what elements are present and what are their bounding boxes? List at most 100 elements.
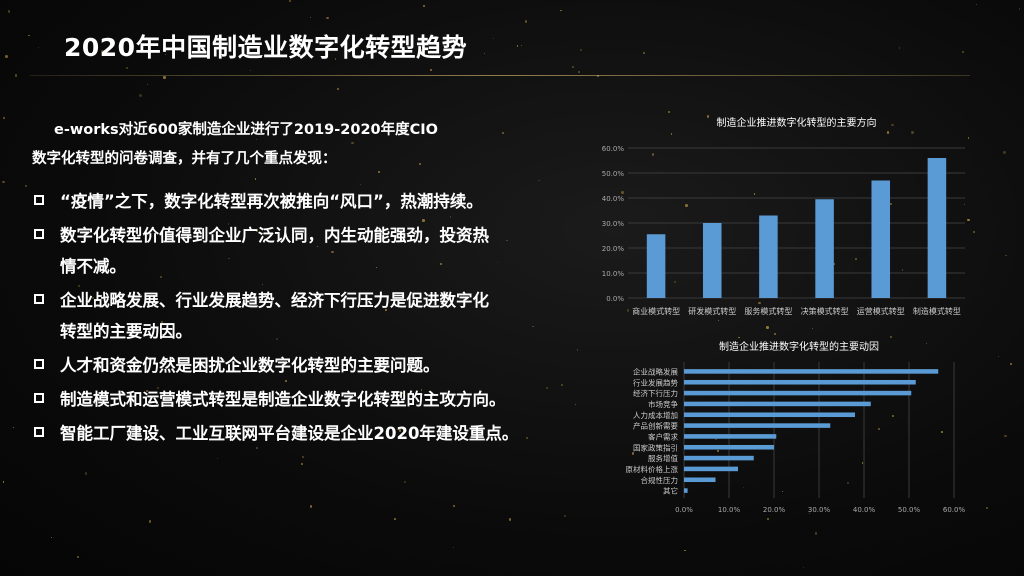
sparkle-dot <box>254 178 257 180</box>
sparkle-dot <box>901 269 904 271</box>
finding-text: 制造模式和运营模式转型是制造企业数字化转型的主攻方向。 <box>60 390 506 409</box>
sparkle-dot <box>289 0 292 2</box>
sparkle-dot <box>310 16 312 19</box>
x-tick-label: 商业模式转型 <box>632 306 680 316</box>
sparkle-dot <box>78 285 81 288</box>
sparkle-dot <box>525 436 528 439</box>
sparkle-dot <box>3 481 5 483</box>
sparkle-dot <box>38 46 40 49</box>
sparkle-dot <box>492 38 495 40</box>
sparkle-dot <box>2 116 6 119</box>
sparkle-dot <box>399 429 402 432</box>
finding-item: “疫情”之下，数字化转型再次被推向“风口”，热潮持续。 <box>32 186 592 217</box>
sparkle-dot <box>161 320 164 323</box>
sparkle-dot <box>1018 8 1021 10</box>
bar <box>684 444 774 450</box>
y-tick-label: 市场竞争 <box>648 399 678 409</box>
sparkle-dot <box>717 319 720 322</box>
sparkle-dot <box>453 546 455 548</box>
sparkle-dot <box>28 34 30 37</box>
sparkle-dot <box>986 506 989 509</box>
title-divider <box>30 75 970 76</box>
y-tick-label: 0.0% <box>606 295 624 303</box>
sparkle-dot <box>315 352 318 354</box>
sparkle-dot <box>429 68 432 71</box>
bar <box>927 158 947 298</box>
sparkle-dot <box>181 196 185 200</box>
sparkle-dot <box>284 197 287 200</box>
y-tick-label: 30.0% <box>602 220 625 228</box>
sparkle-dot <box>626 309 629 312</box>
checkbox-bullet-icon <box>34 229 44 239</box>
sparkle-dot <box>276 338 278 340</box>
sparkle-dot <box>501 131 505 134</box>
sparkle-dot <box>126 67 128 69</box>
sparkle-dot <box>972 230 976 234</box>
bar <box>759 215 778 298</box>
chart-title: 制造企业推进数字化转型的主要方向 <box>717 116 877 129</box>
sparkle-dot <box>847 482 850 485</box>
sparkle-dot <box>284 379 288 383</box>
finding-text: 智能工厂建设、工业互联网平台建设是企业2020年建设重点。 <box>60 424 519 443</box>
sparkle-dot <box>1 180 5 184</box>
finding-item: 制造模式和运营模式转型是制造企业数字化转型的主攻方向。 <box>32 384 592 415</box>
sparkle-dot <box>643 52 645 54</box>
sparkle-dot <box>301 455 304 459</box>
sparkle-dot <box>862 462 864 464</box>
sparkle-dot <box>393 518 396 520</box>
sparkle-dot <box>301 463 304 466</box>
x-tick-label: 运营模式转型 <box>857 306 905 316</box>
sparkle-dot <box>532 325 534 328</box>
sparkle-dot <box>508 518 511 521</box>
sparkle-dot <box>391 49 395 52</box>
sparkle-dot <box>440 263 443 266</box>
bar <box>684 369 939 374</box>
y-tick-label: 其它 <box>663 486 678 496</box>
finding-item: 智能工厂建设、工业互联网平台建设是企业2020年建设重点。 <box>32 418 592 449</box>
sparkle-dot <box>621 190 625 194</box>
bar <box>684 379 916 385</box>
sparkle-dot <box>773 333 776 336</box>
y-tick-label: 企业战略发展 <box>633 366 678 376</box>
sparkle-dot <box>496 262 498 264</box>
sparkle-dot <box>106 393 109 395</box>
sparkle-dot <box>255 138 258 141</box>
sparkle-dot <box>1004 434 1007 438</box>
sparkle-dot <box>975 4 978 6</box>
bar <box>815 199 834 298</box>
sparkle-dot <box>560 9 563 12</box>
x-tick-label: 60.0% <box>943 506 966 514</box>
sparkle-dot <box>683 549 686 552</box>
sparkle-dot <box>92 297 94 299</box>
sparkle-dot <box>1003 151 1007 155</box>
sparkle-dot <box>766 326 769 329</box>
sparkle-dot <box>814 532 818 535</box>
sparkle-dot <box>524 20 528 23</box>
bar <box>684 423 831 428</box>
intro-line-1: e-works对近600家制造企业进行了2019-2020年度CIO <box>54 122 438 138</box>
sparkle-dot <box>462 433 464 435</box>
sparkle-dot <box>76 556 79 559</box>
sparkle-dot <box>651 153 655 156</box>
y-tick-label: 40.0% <box>602 195 625 203</box>
sparkle-dot <box>241 425 243 427</box>
sparkle-dot <box>561 384 564 387</box>
sparkle-dot <box>877 427 881 431</box>
sparkle-dot <box>24 185 27 188</box>
sparkle-dot <box>378 170 381 173</box>
finding-text: 企业战略发展、行业发展趋势、经济下行压力是促进数字化 <box>60 291 489 310</box>
sparkle-dot <box>963 203 966 206</box>
y-tick-label: 服务增值 <box>648 453 678 463</box>
sparkle-dot <box>316 246 319 248</box>
sparkle-dot <box>998 356 999 358</box>
finding-text: 数字化转型价值得到企业广泛认同，内生动能强劲，投资热 <box>60 226 489 245</box>
bar <box>684 466 738 472</box>
sparkle-dot <box>422 219 425 222</box>
sparkle-dot <box>250 69 252 71</box>
sparkle-dot <box>891 414 894 417</box>
bar <box>702 223 722 298</box>
sparkle-dot <box>256 446 259 449</box>
bar <box>684 488 688 493</box>
sparkle-dot <box>674 281 677 284</box>
x-tick-label: 决策模式转型 <box>801 306 849 316</box>
